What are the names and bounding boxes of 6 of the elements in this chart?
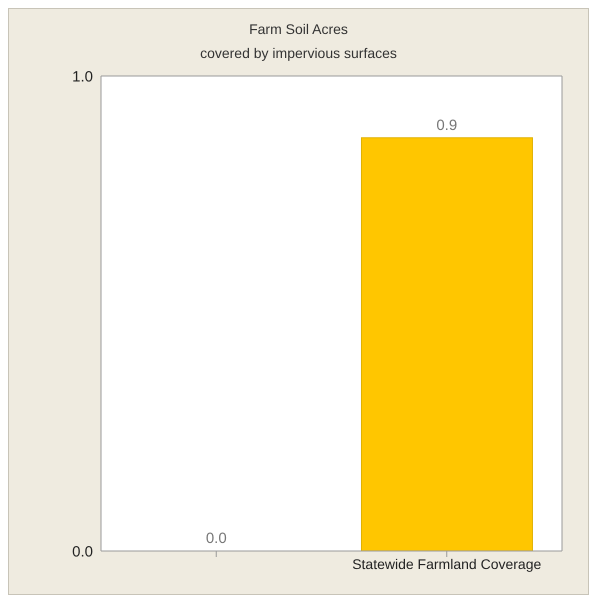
- chart-subtitle: covered by impervious surfaces: [199, 44, 398, 63]
- data-label: 0.0: [206, 530, 227, 547]
- y-tick-label: 1.0: [72, 68, 93, 86]
- chart-title: Farm Soil Acres: [248, 20, 349, 39]
- data-label: 0.9: [436, 116, 458, 134]
- x-tick-label: Statewide Farmland Coverage: [352, 556, 542, 572]
